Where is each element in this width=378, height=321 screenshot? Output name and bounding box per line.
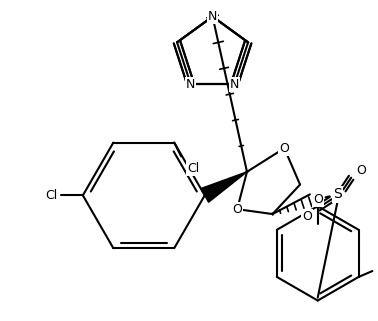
Text: N: N: [186, 78, 195, 91]
Text: S: S: [333, 187, 342, 201]
Text: O: O: [356, 164, 366, 177]
Text: N: N: [186, 78, 195, 91]
Text: O: O: [232, 203, 242, 216]
Text: N: N: [230, 78, 239, 91]
Text: O: O: [302, 210, 312, 222]
Text: Cl: Cl: [45, 189, 57, 202]
Text: N: N: [208, 10, 217, 23]
Text: N: N: [208, 10, 217, 23]
Polygon shape: [201, 172, 247, 202]
Text: Cl: Cl: [187, 162, 199, 175]
Text: N: N: [230, 78, 239, 91]
Text: O: O: [279, 142, 289, 155]
Text: O: O: [313, 193, 323, 206]
